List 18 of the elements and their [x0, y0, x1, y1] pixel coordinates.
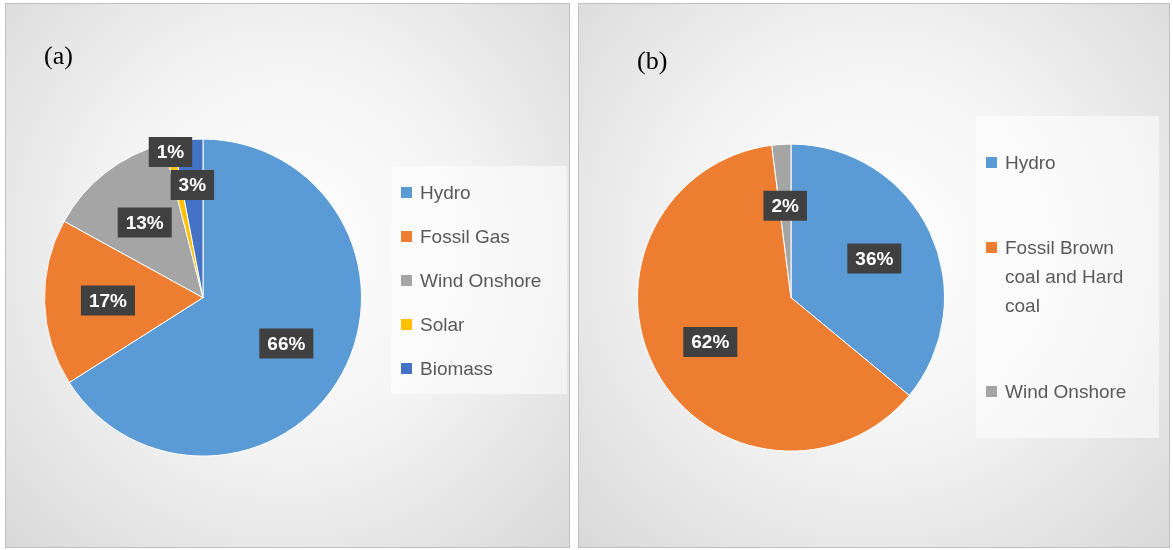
data-label: 2% [771, 194, 800, 216]
legend-label: Solar [420, 312, 465, 337]
chart-title: (b) [637, 46, 668, 76]
data-label: 36% [855, 247, 894, 269]
chart-title: (a) [44, 41, 73, 71]
slice-label: Hydro [1005, 151, 1056, 176]
data-label: 62% [691, 331, 730, 353]
data-label: 1% [156, 141, 185, 163]
data-label: 13% [125, 211, 164, 233]
legend-label: Biomass [420, 356, 493, 381]
legend-label: Wind Onshore [1005, 379, 1127, 404]
data-label: 3% [178, 174, 207, 196]
data-label: 66% [267, 332, 306, 354]
legend-label: Fossil Gas [420, 224, 510, 249]
legend-label: Wind Onshore [420, 268, 542, 293]
slice-label: Hydro [420, 180, 471, 205]
data-label: 17% [88, 289, 128, 311]
legend-label: Fossil Brown coal and Hard coal [1005, 236, 1125, 319]
